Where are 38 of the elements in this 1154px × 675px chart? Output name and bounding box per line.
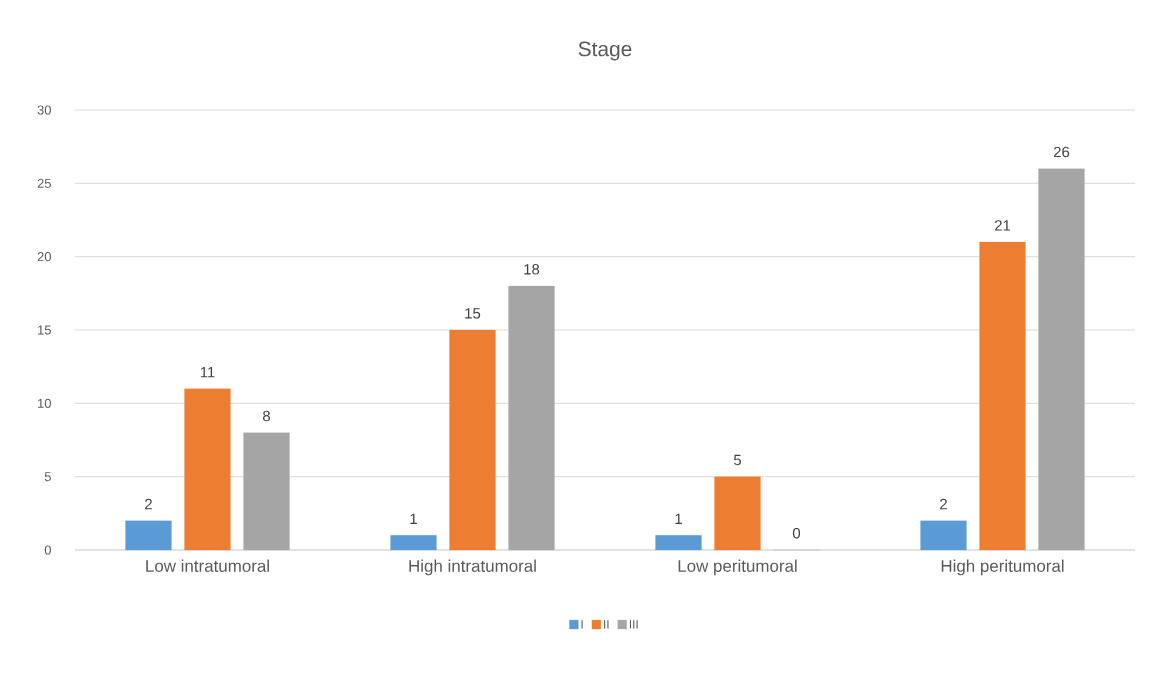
bar	[655, 535, 702, 551]
data-label: 2	[940, 498, 947, 510]
y-tick-label: 0	[44, 545, 51, 555]
bar	[449, 329, 496, 551]
data-label: 5	[733, 454, 742, 466]
bar	[243, 432, 290, 551]
data-label: 18	[524, 264, 540, 275]
data-label: 21	[994, 220, 1011, 231]
y-tick-label: 15	[38, 325, 51, 335]
data-label: 8	[263, 410, 270, 422]
bar	[714, 476, 761, 551]
bar	[1038, 168, 1085, 551]
x-tick-label: Low peritumoral	[678, 559, 797, 576]
bar	[508, 285, 555, 551]
y-tick-label: 25	[37, 178, 51, 188]
bar	[979, 241, 1026, 551]
x-tick-label: Low intratumoral	[146, 559, 269, 572]
y-tick-label: 30	[37, 105, 51, 115]
legend-label: I	[581, 620, 583, 629]
x-tick-label: High peritumoral	[941, 559, 1064, 576]
data-label: 1	[410, 513, 417, 524]
bar	[184, 388, 231, 551]
y-tick-label: 5	[44, 472, 51, 482]
legend-label: III	[629, 620, 638, 629]
x-tick-label: High intratumoral	[409, 559, 536, 576]
data-label: 2	[145, 498, 152, 510]
data-label: 1	[675, 513, 682, 524]
chart-title: Stage	[578, 41, 632, 61]
bar	[920, 520, 967, 551]
data-label: 11	[200, 366, 215, 378]
data-label: 0	[792, 528, 801, 539]
bar	[125, 520, 172, 551]
data-label: 15	[465, 308, 481, 319]
y-tick-label: 20	[37, 252, 51, 262]
data-label: 26	[1053, 146, 1070, 158]
y-tick-label: 10	[38, 398, 51, 408]
legend-label: II	[604, 620, 609, 629]
bar	[390, 535, 437, 551]
